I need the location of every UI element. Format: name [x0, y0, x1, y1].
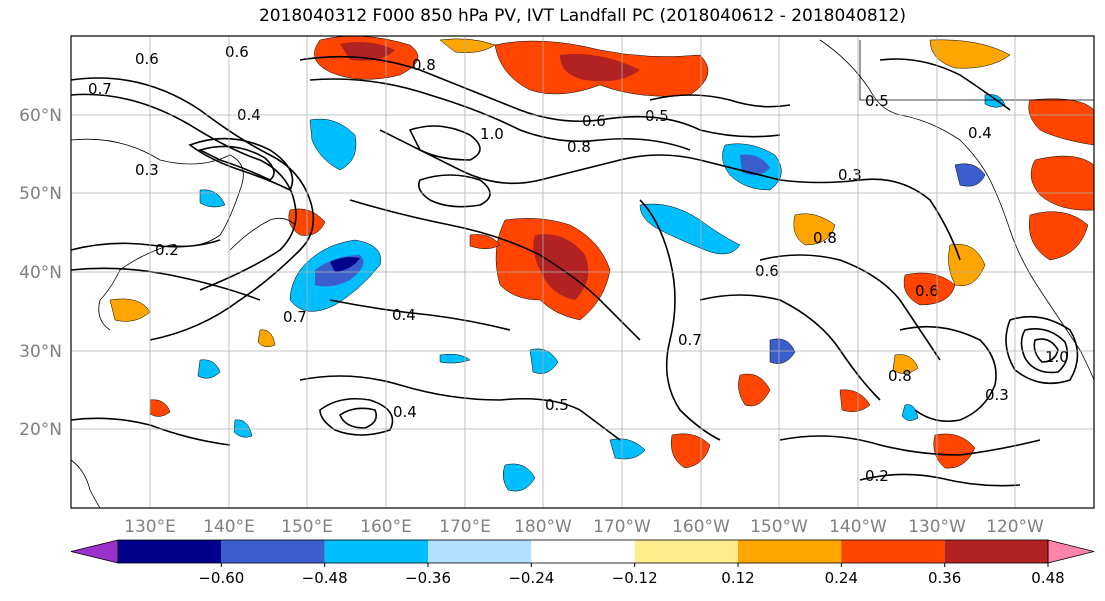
colorbar-segment	[944, 540, 1048, 563]
lon-label: 170°E	[439, 517, 491, 537]
colorbar-tick-label: 0.48	[1031, 569, 1064, 587]
contour-label: 0.3	[135, 161, 159, 179]
colorbar-segment	[531, 540, 635, 563]
contour-label: 0.4	[392, 306, 416, 324]
colorbar-tick-label: −0.12	[612, 569, 658, 587]
colorbar-tick-label: 0.24	[825, 569, 858, 587]
contour-label: 0.8	[567, 138, 591, 156]
gridlines	[71, 36, 1094, 508]
lon-label: 150°E	[281, 517, 333, 537]
lat-label: 40°N	[19, 263, 62, 283]
contour-label: 0.5	[865, 92, 889, 110]
contour-label: 0.7	[88, 80, 112, 98]
lat-label: 50°N	[19, 184, 62, 204]
contour-label: 1.0	[1045, 348, 1069, 366]
contour-label: 1.0	[480, 125, 504, 143]
map-title: 2018040312 F000 850 hPa PV, IVT Landfall…	[258, 6, 906, 26]
lat-label: 60°N	[19, 106, 62, 126]
contour-label: 0.3	[838, 166, 862, 184]
pv-contours	[70, 55, 1079, 487]
contour-label: 0.7	[283, 308, 307, 326]
contour-label: 0.3	[985, 386, 1009, 404]
colorbar-outline	[117, 539, 1049, 564]
colorbar-segment	[118, 540, 222, 563]
colorbar-segment	[738, 540, 842, 563]
lon-label: 130°E	[124, 517, 176, 537]
longitude-labels: 130°E 140°E 150°E 160°E 170°E 180°W 170°…	[124, 517, 1044, 537]
contour-label: 0.6	[755, 262, 779, 280]
lon-label: 140°W	[829, 517, 887, 537]
contour-labels: 0.6 0.7 0.4 0.3 0.2 0.6 0.8 1.0 0.8 0.5 …	[88, 43, 1069, 485]
lat-label: 20°N	[19, 420, 62, 440]
contour-label: 0.7	[678, 331, 702, 349]
contour-label: 0.8	[888, 367, 912, 385]
map-frame	[70, 35, 1095, 509]
lon-label: 150°W	[750, 517, 808, 537]
contour-label: 0.5	[545, 396, 569, 414]
contour-label: 0.5	[645, 107, 669, 125]
lat-label: 30°N	[19, 342, 62, 362]
contour-label: 0.4	[393, 403, 417, 421]
contour-label: 0.8	[813, 229, 837, 247]
lon-label: 160°W	[672, 517, 730, 537]
colorbar-tick-label: −0.24	[508, 569, 554, 587]
latitude-labels: 60°N 50°N 40°N 30°N 20°N	[19, 106, 62, 440]
colorbar-segment	[428, 540, 532, 563]
colorbar-tick-label: −0.60	[198, 569, 244, 587]
colorbar-tick-label: −0.48	[302, 569, 348, 587]
lon-label: 180°W	[514, 517, 572, 537]
contour-label: 0.4	[968, 124, 992, 142]
colorbar-tick-label: 0.12	[721, 569, 754, 587]
colorbar-segment	[324, 540, 428, 563]
lon-label: 170°W	[593, 517, 651, 537]
contour-label: 0.2	[865, 467, 889, 485]
colorbar-tick-label: 0.36	[928, 569, 961, 587]
colorbar-segment	[841, 540, 945, 563]
lon-label: 120°W	[986, 517, 1044, 537]
colorbar-extension-low	[70, 539, 119, 564]
lon-label: 130°W	[908, 517, 966, 537]
contour-label: 0.6	[135, 50, 159, 68]
coastlines	[70, 39, 1095, 509]
lon-label: 160°E	[360, 517, 412, 537]
colorbar-tick-label: −0.36	[405, 569, 451, 587]
contour-label: 0.2	[155, 241, 179, 259]
colorbar-segment	[634, 540, 738, 563]
contour-label: 0.8	[412, 56, 436, 74]
colorbar: −0.60 −0.48 −0.36 −0.24 −0.12 0.12 0.24 0.36 0.4…	[70, 539, 1095, 587]
contour-label: 0.6	[582, 112, 606, 130]
colorbar-extension-high	[1047, 539, 1095, 564]
contour-label: 0.6	[915, 282, 939, 300]
contour-label: 0.6	[225, 43, 249, 61]
lon-label: 140°E	[203, 517, 255, 537]
colorbar-segment	[221, 540, 325, 563]
